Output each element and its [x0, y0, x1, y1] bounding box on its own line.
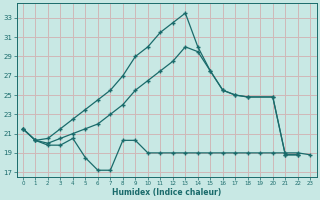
X-axis label: Humidex (Indice chaleur): Humidex (Indice chaleur) [112, 188, 221, 197]
